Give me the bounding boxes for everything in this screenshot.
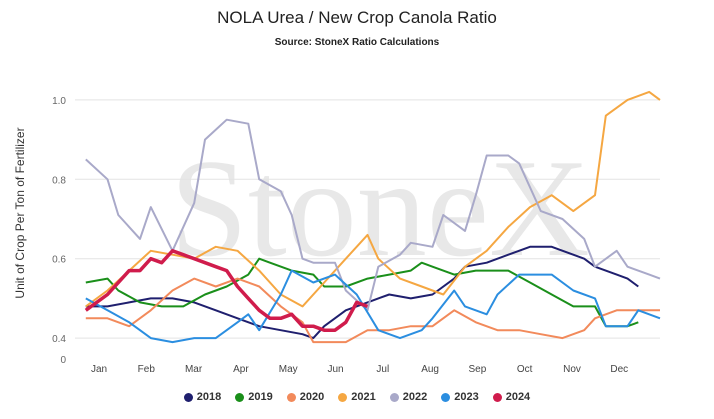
legend-swatch <box>389 392 399 402</box>
x-tick-label: Oct <box>517 364 533 375</box>
legend-item-2022[interactable]: 2022 <box>389 391 428 403</box>
legend: 2018 2019 2020 2021 2022 2023 2024 <box>0 391 714 403</box>
legend-label: 2021 <box>351 391 376 403</box>
series-line-2024 <box>84 249 369 332</box>
y-tick-label: 0.8 <box>52 175 66 186</box>
chart-subtitle: Source: StoneX Ratio Calculations <box>274 37 440 48</box>
legend-swatch <box>183 392 193 402</box>
legend-item-2018[interactable]: 2018 <box>183 391 222 403</box>
y-tick-label: 0.4 <box>52 334 66 345</box>
series-line-2022 <box>85 118 661 312</box>
y-axis-ticks: 0.4 0.6 0.8 1.0 <box>52 96 66 345</box>
y-axis-title: Unit of Crop Per Ton of Fertilizer <box>13 127 27 299</box>
legend-item-2019[interactable]: 2019 <box>235 391 273 403</box>
x-tick-label: Aug <box>421 364 439 375</box>
legend-item-2024[interactable]: 2024 <box>492 391 531 403</box>
legend-swatch <box>441 392 451 402</box>
legend-label: 2024 <box>505 391 531 403</box>
x-tick-label: Dec <box>610 364 628 375</box>
y-tick-label: 0.6 <box>52 255 66 266</box>
y-tick-label: 1.0 <box>52 96 66 107</box>
x-tick-label: Jan <box>91 364 107 375</box>
chart-title: NOLA Urea / New Crop Canola Ratio <box>217 8 497 27</box>
legend-swatch <box>338 392 348 402</box>
x-tick-label: Sep <box>469 364 487 375</box>
y-zero-tick: 0 <box>60 355 66 366</box>
x-tick-label: Feb <box>138 364 156 375</box>
x-tick-label: Mar <box>185 364 203 375</box>
legend-label: 2023 <box>454 391 479 403</box>
legend-label: 2019 <box>248 391 273 403</box>
x-tick-label: Jun <box>327 364 343 375</box>
legend-swatch <box>235 392 245 402</box>
legend-label: 2020 <box>299 391 325 403</box>
legend-swatch <box>286 392 296 402</box>
legend-label: 2022 <box>402 391 428 403</box>
x-tick-label: Jul <box>376 364 389 375</box>
series-line-2020 <box>85 277 660 344</box>
x-axis-ticks: Jan Feb Mar Apr May Jun Jul Aug Sep Oct Nov Dec <box>91 364 628 375</box>
x-tick-label: May <box>279 364 298 375</box>
legend-label: 2018 <box>196 391 222 403</box>
x-tick-label: Apr <box>233 364 249 375</box>
legend-item-2023[interactable]: 2023 <box>441 391 479 403</box>
series-line-2023 <box>85 269 661 344</box>
legend-item-2021[interactable]: 2021 <box>338 391 376 403</box>
series-lines <box>84 90 661 344</box>
legend-item-2020[interactable]: 2020 <box>286 391 325 403</box>
legend-swatch <box>492 392 502 402</box>
x-tick-label: Nov <box>563 364 581 375</box>
series-line-2019 <box>85 257 639 328</box>
